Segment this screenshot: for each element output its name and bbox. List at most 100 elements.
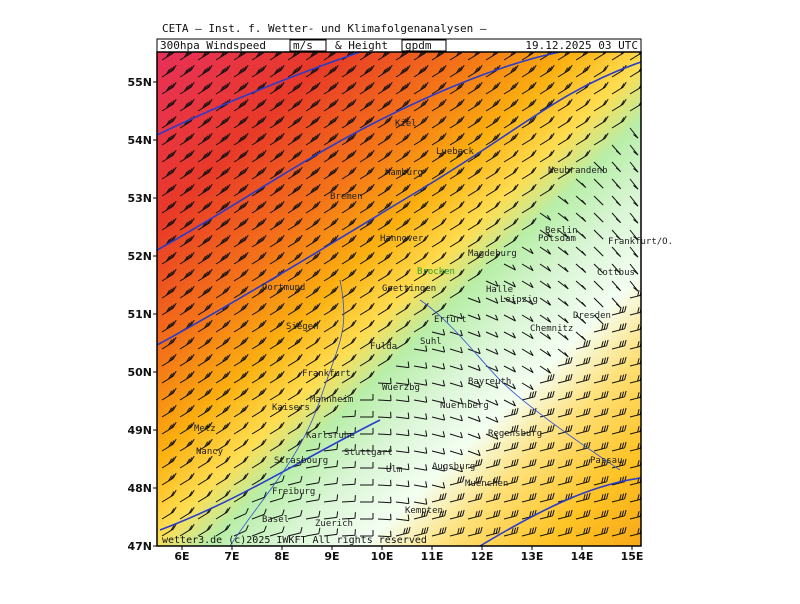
wind-barb <box>197 234 213 248</box>
unit: m/s <box>293 39 313 52</box>
city: Siegen <box>286 322 319 332</box>
wind-barb <box>179 81 195 95</box>
wind-barb <box>341 370 357 384</box>
wind-barb <box>575 458 591 469</box>
wind-barb <box>179 166 195 180</box>
wind-barb <box>431 234 447 248</box>
wind-barb <box>611 373 627 384</box>
wind-barb <box>377 183 393 197</box>
city: Dresden <box>573 311 611 321</box>
wind-barb <box>323 183 339 197</box>
wind-barb <box>413 526 429 537</box>
wind-barb <box>449 346 463 354</box>
wind-barb <box>377 336 393 350</box>
wind-barb <box>305 200 321 214</box>
wind-barb <box>377 268 393 282</box>
wind-barb <box>323 336 339 350</box>
wind-barb <box>377 115 393 129</box>
wind-barb <box>215 200 231 214</box>
wind-barb <box>413 149 429 163</box>
wind-barb <box>629 408 641 418</box>
wind-barb <box>539 52 553 61</box>
wind-barb <box>467 381 481 389</box>
wind-barb <box>485 183 501 197</box>
wind-barb <box>593 132 609 146</box>
wind-barb <box>575 149 591 163</box>
wind-barb <box>377 64 393 78</box>
wind-barb <box>611 526 627 537</box>
city: Nancy <box>196 447 224 457</box>
city: Hannover <box>380 234 424 244</box>
wind-barb <box>503 314 516 322</box>
wind-barb <box>449 431 463 439</box>
wind-barb <box>215 285 231 299</box>
wind-barb <box>629 263 639 275</box>
wind-barb <box>395 336 411 350</box>
wind-barb <box>215 387 231 401</box>
wind-barb <box>161 455 177 469</box>
wind-barb <box>593 297 604 308</box>
wind-barb <box>539 149 555 163</box>
wind-barb <box>539 314 552 323</box>
wind-barb <box>413 396 428 403</box>
wind-barb <box>305 442 321 452</box>
wind-barb <box>521 52 535 61</box>
wind-barb <box>503 331 516 339</box>
wind-barb <box>503 526 519 537</box>
lon-label: 7E <box>224 550 239 563</box>
wind-barb <box>197 302 213 316</box>
wind-barb <box>395 234 411 248</box>
wind-barb <box>431 431 446 438</box>
wind-barb <box>431 397 446 404</box>
wind-barb <box>269 302 285 316</box>
wind-barb <box>323 477 339 486</box>
wind-barb <box>287 251 303 265</box>
wind-barb <box>431 526 447 537</box>
wind-barb <box>503 382 516 390</box>
valid-time: 19.12.2025 03 UTC <box>525 39 638 52</box>
wind-barb <box>431 132 447 146</box>
wind-barb <box>431 64 447 78</box>
wind-barb <box>431 200 447 214</box>
wind-barb <box>215 370 231 384</box>
wind-barb <box>485 297 499 304</box>
wind-barb <box>359 98 375 112</box>
wind-barb <box>431 251 447 265</box>
wind-barb <box>521 98 537 112</box>
wind-barb <box>359 251 375 265</box>
lon-label: 8E <box>274 550 289 563</box>
wind-barb <box>161 81 177 95</box>
wind-barb <box>287 353 303 367</box>
wind-barb <box>413 115 429 129</box>
wind-barb <box>467 449 481 457</box>
wind-barb <box>233 387 249 401</box>
wind-barb <box>395 395 410 403</box>
wind-barb <box>215 353 231 367</box>
wind-barb <box>269 404 285 418</box>
lat-label: 49N <box>127 424 152 437</box>
wind-barb <box>377 285 393 299</box>
map-area <box>157 52 641 546</box>
city: Mannheim <box>310 395 353 405</box>
wind-barb <box>360 445 374 452</box>
wind-barb <box>269 353 285 367</box>
wind-barb <box>485 166 501 180</box>
wind-barb <box>593 98 609 112</box>
wind-barb <box>161 523 177 537</box>
wind-barb <box>179 455 195 469</box>
wind-barb <box>611 475 627 486</box>
wind-barb <box>161 404 177 418</box>
wind-barb <box>341 166 357 180</box>
wind-barb <box>305 268 321 282</box>
product: 300hpa Windspeed <box>160 39 266 52</box>
wind-barb <box>215 404 231 418</box>
wind-barb <box>431 302 447 316</box>
wind-barb <box>539 331 552 340</box>
wind-barb <box>503 166 519 180</box>
wind-barb <box>341 319 357 333</box>
wind-barb <box>449 414 463 422</box>
wind-barb <box>413 285 429 299</box>
wind-barb <box>593 407 609 418</box>
wind-barb <box>341 444 356 452</box>
wind-barb <box>377 302 393 316</box>
